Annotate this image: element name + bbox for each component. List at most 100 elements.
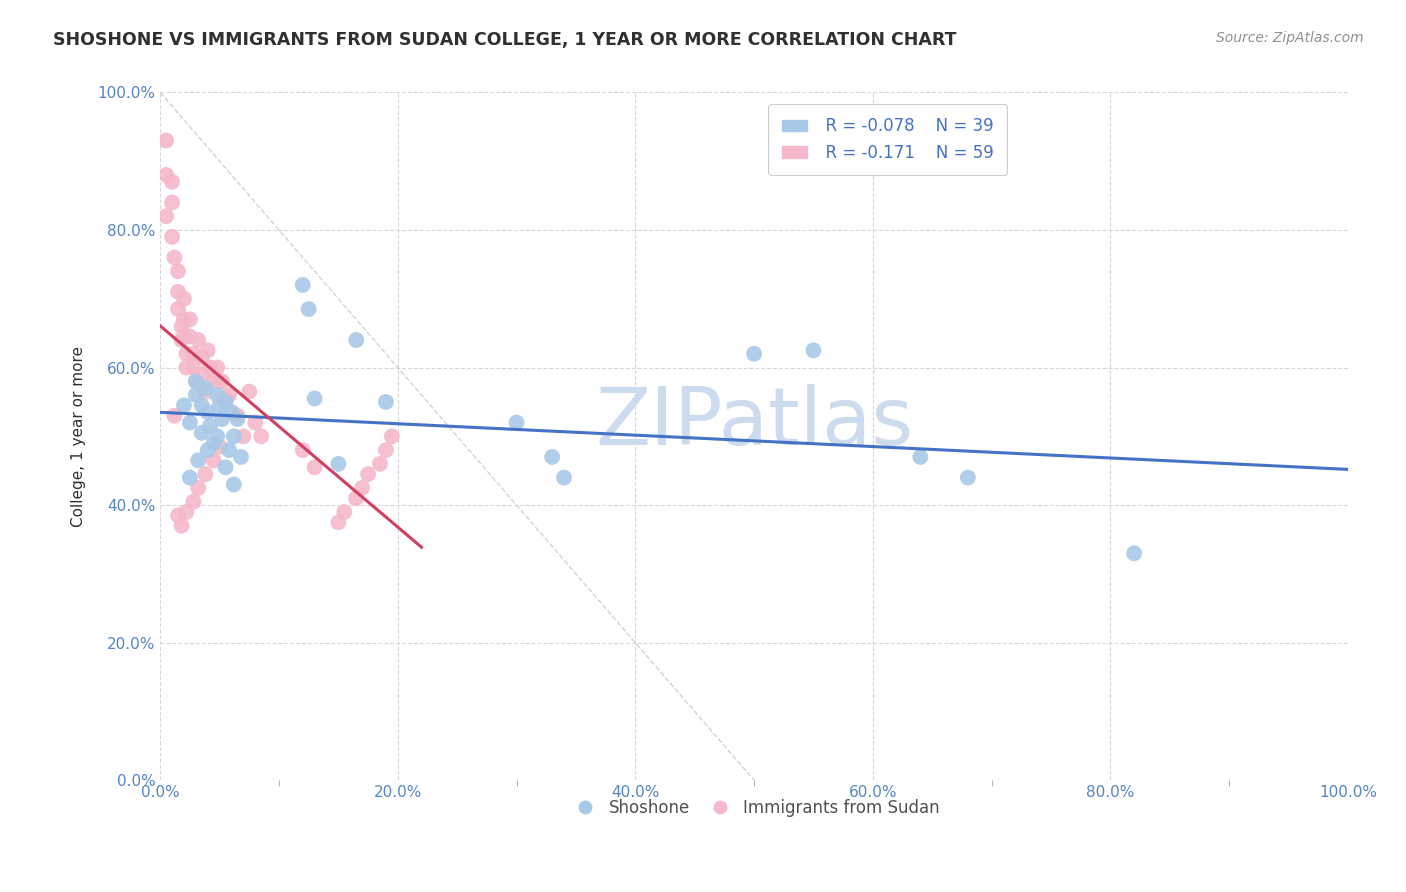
Point xyxy=(956,470,979,484)
Point xyxy=(187,333,209,347)
Point xyxy=(229,450,252,464)
Point xyxy=(173,329,195,343)
Text: Source: ZipAtlas.com: Source: ZipAtlas.com xyxy=(1216,31,1364,45)
Point xyxy=(191,368,214,382)
Point xyxy=(304,460,326,475)
Point xyxy=(368,457,391,471)
Point xyxy=(160,230,183,244)
Y-axis label: College, 1 year or more: College, 1 year or more xyxy=(72,346,86,527)
Point xyxy=(155,168,177,182)
Point xyxy=(214,460,236,475)
Point xyxy=(910,450,932,464)
Point xyxy=(198,360,221,375)
Point xyxy=(208,440,231,454)
Point xyxy=(170,319,193,334)
Point xyxy=(194,381,217,395)
Point xyxy=(183,494,205,508)
Point xyxy=(232,429,254,443)
Point xyxy=(170,333,193,347)
Point xyxy=(163,251,186,265)
Point xyxy=(205,388,228,402)
Point xyxy=(179,416,201,430)
Point xyxy=(541,450,564,464)
Point xyxy=(218,443,240,458)
Point xyxy=(198,419,221,434)
Point xyxy=(179,312,201,326)
Point xyxy=(214,392,236,406)
Point xyxy=(221,405,243,419)
Point xyxy=(176,360,198,375)
Text: ZIPatlas: ZIPatlas xyxy=(595,384,912,461)
Point xyxy=(344,333,367,347)
Point xyxy=(505,416,527,430)
Point xyxy=(194,384,217,399)
Point xyxy=(197,443,219,458)
Point xyxy=(291,277,314,292)
Point xyxy=(202,374,225,388)
Point xyxy=(328,457,350,471)
Point xyxy=(167,301,190,316)
Text: SHOSHONE VS IMMIGRANTS FROM SUDAN COLLEGE, 1 YEAR OR MORE CORRELATION CHART: SHOSHONE VS IMMIGRANTS FROM SUDAN COLLEG… xyxy=(53,31,957,49)
Point xyxy=(304,392,326,406)
Point xyxy=(167,285,190,299)
Point xyxy=(170,518,193,533)
Point xyxy=(179,329,201,343)
Point xyxy=(238,384,260,399)
Point xyxy=(222,477,245,491)
Point xyxy=(184,374,207,388)
Point xyxy=(179,470,201,484)
Point xyxy=(553,470,575,484)
Point xyxy=(742,347,765,361)
Point xyxy=(173,292,195,306)
Point xyxy=(211,374,233,388)
Point xyxy=(191,398,214,412)
Point xyxy=(205,429,228,443)
Point xyxy=(245,416,267,430)
Point xyxy=(381,429,404,443)
Point xyxy=(197,343,219,358)
Point xyxy=(1123,546,1146,560)
Point xyxy=(333,505,356,519)
Legend: Shoshone, Immigrants from Sudan: Shoshone, Immigrants from Sudan xyxy=(562,792,946,823)
Point xyxy=(221,405,243,419)
Point xyxy=(226,412,249,426)
Point xyxy=(184,388,207,402)
Point xyxy=(211,412,233,426)
Point xyxy=(344,491,367,506)
Point xyxy=(374,395,396,409)
Point xyxy=(187,453,209,467)
Point xyxy=(160,195,183,210)
Point xyxy=(803,343,825,358)
Point xyxy=(155,134,177,148)
Point xyxy=(202,453,225,467)
Point xyxy=(184,374,207,388)
Point xyxy=(374,443,396,458)
Point xyxy=(226,409,249,423)
Point xyxy=(291,443,314,458)
Point xyxy=(208,398,231,412)
Point xyxy=(298,301,321,316)
Point xyxy=(183,360,205,375)
Point xyxy=(357,467,380,482)
Point xyxy=(205,360,228,375)
Point xyxy=(222,429,245,443)
Point xyxy=(194,467,217,482)
Point xyxy=(214,395,236,409)
Point xyxy=(191,425,214,440)
Point xyxy=(163,409,186,423)
Point xyxy=(187,481,209,495)
Point xyxy=(218,388,240,402)
Point xyxy=(197,405,219,419)
Point xyxy=(202,436,225,450)
Point xyxy=(160,175,183,189)
Point xyxy=(191,350,214,364)
Point xyxy=(328,516,350,530)
Point xyxy=(155,209,177,223)
Point xyxy=(352,481,374,495)
Point xyxy=(167,264,190,278)
Point xyxy=(176,347,198,361)
Point xyxy=(173,398,195,412)
Point xyxy=(250,429,273,443)
Point xyxy=(173,312,195,326)
Point xyxy=(183,347,205,361)
